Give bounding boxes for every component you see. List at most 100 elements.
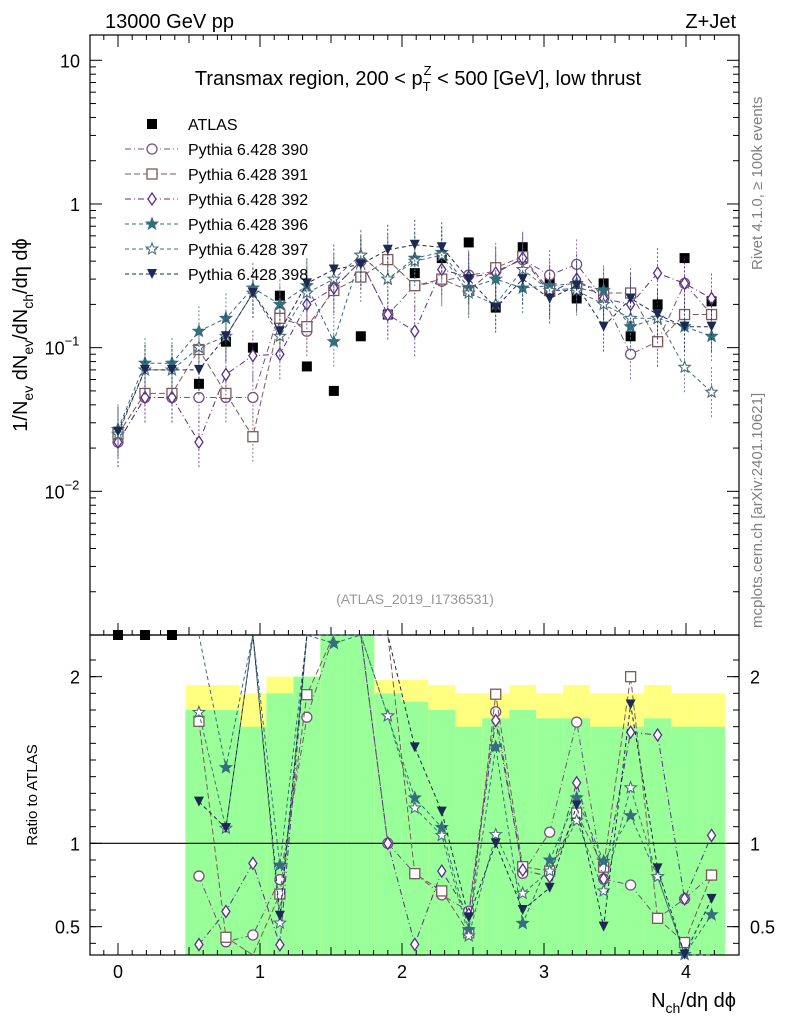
- ratio-marker-pythia-6-428-398: [598, 921, 609, 932]
- ratio-marker-pythia-6-428-391: [193, 715, 205, 727]
- marker-pythia-6-428-398: [517, 274, 528, 285]
- marker-pythia-6-428-398: [247, 288, 258, 299]
- green-band-bin: [401, 701, 429, 955]
- ratio-marker-pythia-6-428-392: [490, 713, 501, 728]
- ratio-marker-pythia-6-428-397: [272, 915, 288, 930]
- marker-pythia-6-428-392: [194, 434, 204, 450]
- marker-pythia-6-428-398: [274, 326, 285, 337]
- ratio-marker-pythia-6-428-397: [380, 708, 395, 722]
- y-tick-label: 10−2: [45, 477, 80, 502]
- ratio-marker-pythia-6-428-392: [517, 862, 528, 878]
- ratio-marker-pythia-6-428-398: [571, 800, 582, 811]
- marker-pythia-6-428-390: [247, 391, 259, 404]
- marker-pythia-6-428-397: [677, 359, 692, 374]
- ratio-marker-pythia-6-428-397: [434, 827, 449, 842]
- legend-label-pythia-6-428-392: Pythia 6.428 392: [188, 192, 308, 209]
- ratio-marker-pythia-6-428-396: [488, 739, 503, 753]
- legend-label-pythia-6-428-398: Pythia 6.428 398: [188, 267, 308, 284]
- ratio-marker-pythia-6-428-398: [409, 742, 420, 753]
- side-text-mcplots: mcplots.cern.ch [arXiv:2401.10621]: [749, 393, 766, 628]
- x-tick-label: 2: [397, 962, 407, 982]
- marker-pythia-6-428-397: [704, 384, 719, 399]
- marker-atlas: [328, 385, 339, 396]
- ratio-plot-frame: [89, 634, 740, 956]
- ratio-marker-pythia-6-428-391: [409, 867, 421, 880]
- ratio-marker-pythia-6-428-398: [220, 823, 231, 834]
- marker-atlas: [652, 299, 663, 310]
- main-plot-series: [110, 219, 719, 640]
- marker-pythia-6-428-398: [193, 364, 204, 375]
- ratio-marker-pythia-6-428-398: [490, 838, 501, 849]
- marker-atlas: [679, 253, 690, 264]
- marker-pythia-6-428-397: [515, 261, 530, 276]
- ratio-line-pythia-6-428-396: [198, 634, 713, 956]
- marker-pythia-6-428-392: [221, 367, 231, 382]
- ratio-marker-pythia-6-428-390: [247, 929, 259, 941]
- marker-pythia-6-428-392: [140, 390, 150, 405]
- x-tick-label: 0: [113, 962, 123, 982]
- marker-pythia-6-428-398: [652, 309, 663, 320]
- marker-pythia-6-428-392: [383, 307, 393, 322]
- marker-pythia-6-428-398: [490, 302, 501, 313]
- ratio-marker-pythia-6-428-398: [652, 863, 663, 874]
- ratio-marker-pythia-6-428-391: [651, 912, 664, 924]
- ratio-marker-pythia-6-428-391: [624, 671, 637, 683]
- ratio-line-pythia-6-428-398: [198, 634, 713, 956]
- green-band-bin: [239, 726, 267, 955]
- marker-pythia-6-428-390: [624, 348, 637, 360]
- legend-marker-pythia-6-428-396: [144, 216, 160, 231]
- axis-ticks: 0 1 2 3 4 10 1 10−1 10−2 0.5 0.5 1 1 2 2: [45, 35, 775, 982]
- ratio-marker-pythia-6-428-391: [301, 689, 313, 701]
- marker-atlas: [193, 378, 204, 389]
- ratio-tick-label-right: 1: [750, 834, 760, 854]
- legend-marker-pythia-6-428-391: [146, 168, 158, 180]
- ratio-marker-pythia-6-428-392: [571, 775, 582, 790]
- green-band-bin: [347, 635, 375, 955]
- green-band-bin: [185, 710, 213, 955]
- ratio-marker-pythia-6-428-392: [652, 727, 663, 743]
- ratio-marker-pythia-6-428-390: [571, 716, 583, 728]
- marker-pythia-6-428-398: [598, 321, 609, 332]
- marker-pythia-6-428-398: [220, 331, 231, 342]
- ratio-marker-pythia-6-428-397: [650, 869, 665, 883]
- marker-pythia-6-428-392: [679, 276, 690, 291]
- marker-pythia-6-428-397: [353, 247, 368, 262]
- ratio-marker-pythia-6-428-392: [436, 863, 447, 879]
- marker-pythia-6-428-398: [706, 321, 717, 332]
- ratio-marker-pythia-6-428-398: [706, 893, 717, 904]
- marker-pythia-6-428-392: [167, 390, 177, 405]
- ratio-marker-pythia-6-428-391: [490, 688, 502, 700]
- marker-atlas: [166, 630, 177, 640]
- green-band-bin: [590, 726, 618, 955]
- ratio-marker-pythia-6-428-392: [409, 937, 420, 952]
- marker-pythia-6-428-398: [625, 293, 636, 304]
- ratio-marker-pythia-6-428-392: [706, 828, 717, 843]
- axis-frames: [89, 34, 740, 956]
- ratio-marker-pythia-6-428-392: [194, 937, 204, 952]
- marker-pythia-6-428-398: [166, 364, 177, 375]
- ratio-tick-label-left: 2: [70, 668, 80, 688]
- legend-label-pythia-6-428-396: Pythia 6.428 396: [188, 217, 308, 234]
- ratio-marker-pythia-6-428-396: [596, 853, 611, 868]
- green-band-bin: [320, 635, 348, 955]
- legend-marker-atlas: [147, 119, 157, 129]
- marker-pythia-6-428-398: [463, 274, 474, 285]
- ratio-marker-pythia-6-428-398: [517, 905, 528, 915]
- ratio-marker-pythia-6-428-390: [624, 879, 637, 891]
- marker-pythia-6-428-398: [409, 239, 420, 250]
- legend-marker-pythia-6-428-398: [147, 269, 157, 279]
- ratio-marker-pythia-6-428-396: [326, 635, 341, 650]
- marker-pythia-6-428-398: [544, 293, 555, 304]
- ratio-marker-pythia-6-428-397: [407, 800, 422, 814]
- ratio-line-pythia-6-428-390: [198, 634, 712, 943]
- ratio-marker-pythia-6-428-397: [191, 704, 207, 719]
- x-axis-label: Nch/dη dϕ: [651, 990, 736, 1016]
- ratio-tick-label-left: 1: [70, 834, 80, 854]
- series-line-pythia-6-428-398: [117, 244, 712, 432]
- marker-pythia-6-428-398: [113, 426, 123, 437]
- ratio-y-axis-label: Ratio to ATLAS: [24, 744, 41, 845]
- ratio-marker-pythia-6-428-392: [679, 891, 690, 907]
- marker-pythia-6-428-396: [488, 271, 503, 286]
- marker-atlas: [355, 331, 366, 342]
